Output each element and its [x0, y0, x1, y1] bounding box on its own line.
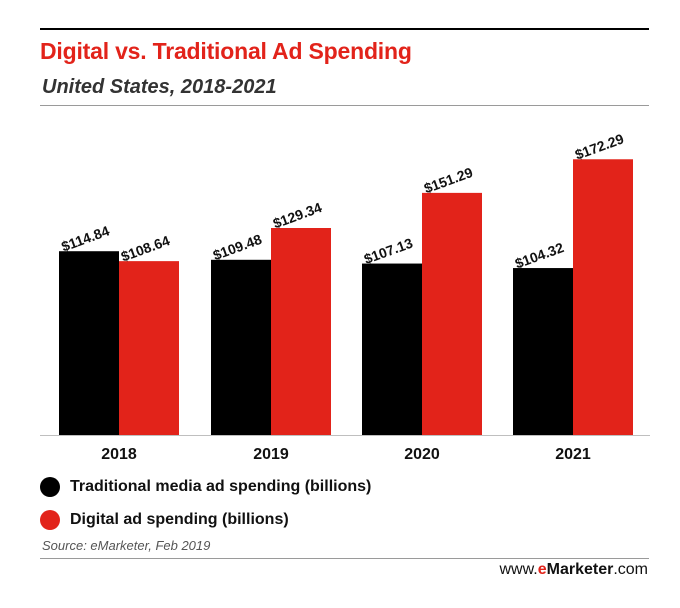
- bar-digital-2018: [119, 261, 179, 435]
- bottom-rule: [40, 558, 649, 559]
- brand-suffix: .com: [613, 561, 648, 578]
- value-label-traditional-2018: $114.84: [59, 222, 112, 254]
- legend-swatch-digital: [40, 510, 60, 530]
- subtitle-rule: [40, 105, 649, 106]
- legend-label-digital: Digital ad spending (billions): [70, 511, 289, 528]
- bar-traditional-2020: [362, 263, 422, 435]
- legend-item-traditional: Traditional media ad spending (billions): [40, 474, 371, 500]
- x-tick-2018: 2018: [101, 446, 137, 463]
- x-tick-2020: 2020: [404, 446, 440, 463]
- value-label-digital-2019: $129.34: [271, 199, 324, 231]
- bar-traditional-2018: [59, 251, 119, 435]
- bar-digital-2020: [422, 192, 482, 435]
- value-label-digital-2018: $108.64: [119, 232, 172, 264]
- source-note: Source: eMarketer, Feb 2019: [42, 538, 211, 553]
- brand-name: Marketer: [546, 561, 614, 578]
- legend-swatch-traditional: [40, 477, 60, 497]
- brand-prefix: www.: [499, 561, 538, 578]
- top-rule: [40, 28, 649, 30]
- legend-label-traditional: Traditional media ad spending (billions): [70, 478, 372, 495]
- bar-traditional-2021: [513, 268, 573, 435]
- brand-url[interactable]: www.eMarketer.com: [499, 561, 648, 579]
- x-tick-2019: 2019: [253, 446, 289, 463]
- value-label-digital-2021: $172.29: [573, 130, 626, 162]
- chart-subtitle: United States, 2018-2021: [42, 76, 277, 98]
- chart-title: Digital vs. Traditional Ad Spending: [40, 38, 412, 64]
- value-label-traditional-2019: $109.48: [211, 231, 264, 263]
- bar-chart: $114.84 $108.64 2018 $109.48$129.34 2019 $107…: [40, 130, 650, 463]
- bar-traditional-2019: [211, 259, 271, 435]
- legend: Traditional media ad spending (billions)…: [40, 474, 371, 540]
- value-label-traditional-2021: $104.32: [513, 239, 566, 271]
- legend-item-digital: Digital ad spending (billions): [40, 507, 371, 533]
- bar-digital-2019: [271, 228, 331, 435]
- x-tick-2021: 2021: [555, 446, 591, 463]
- value-label-digital-2020: $151.29: [422, 164, 475, 196]
- brand-e: e: [537, 561, 547, 578]
- value-label-traditional-2020: $107.13: [362, 235, 415, 267]
- bar-digital-2021: [573, 159, 633, 435]
